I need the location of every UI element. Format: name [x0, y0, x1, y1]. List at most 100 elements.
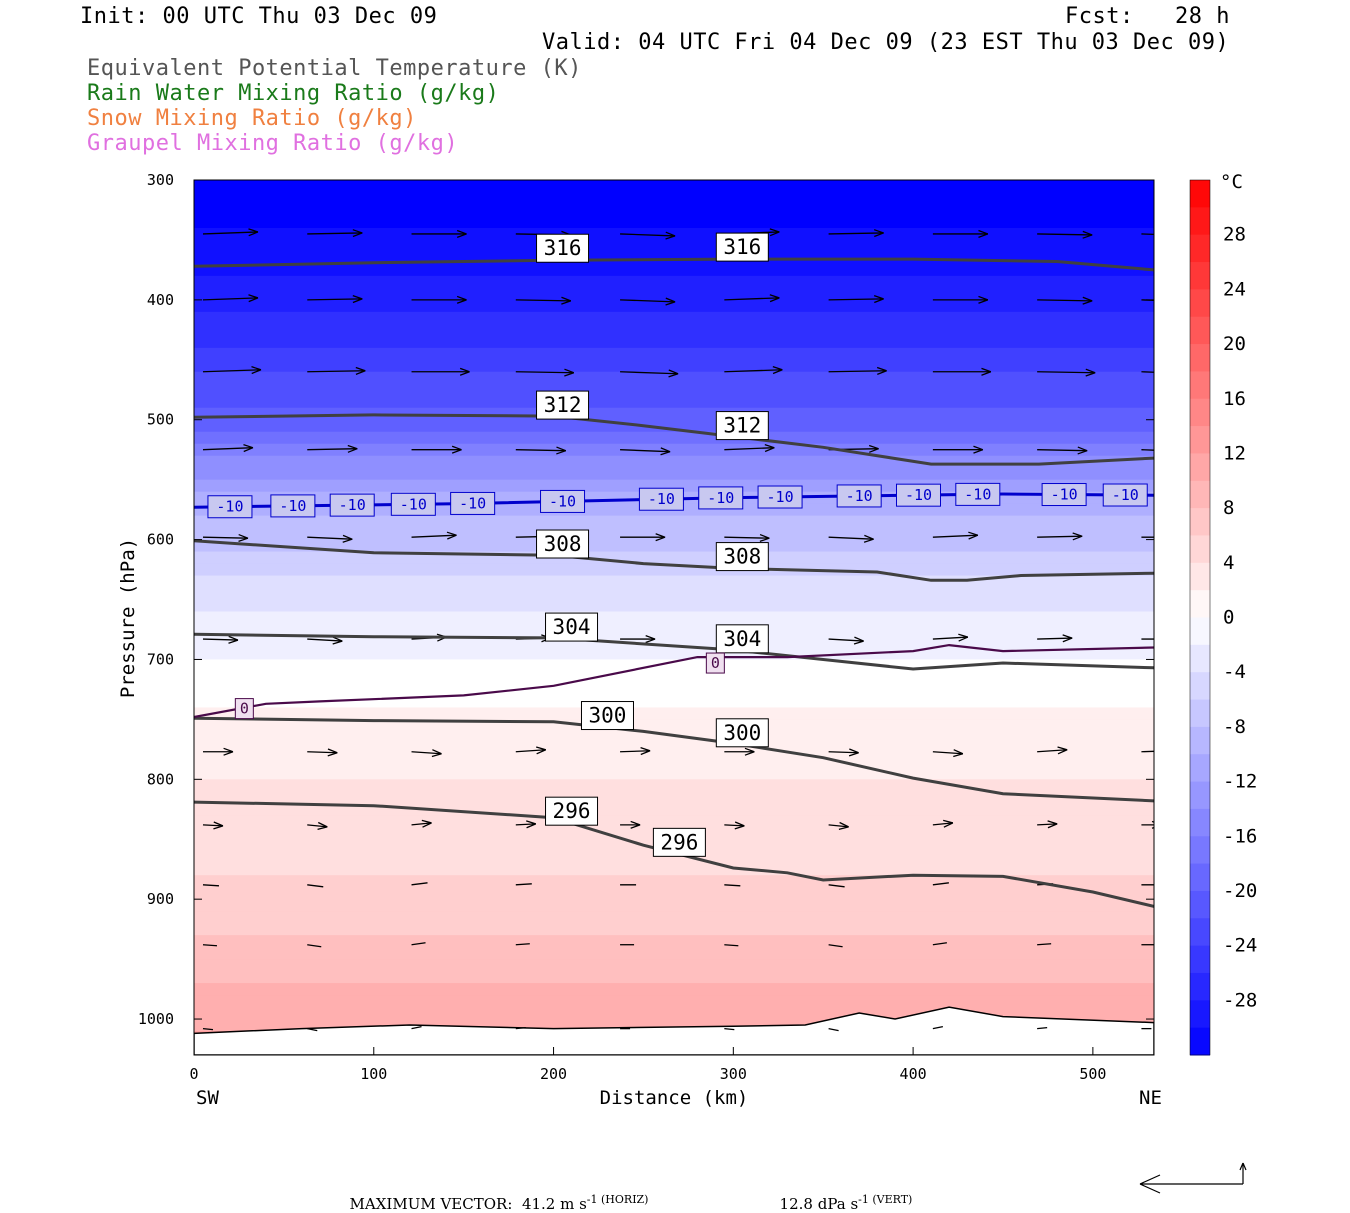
wind-arrow — [307, 366, 366, 375]
temp-band — [194, 419, 1154, 433]
temp-band — [194, 587, 1154, 601]
colorbar-bin — [1190, 672, 1210, 701]
x-tick-label: 200 — [540, 1065, 567, 1083]
y-tick-label: 800 — [147, 770, 174, 788]
wind-arrow — [411, 229, 467, 238]
plot-frame — [193, 179, 1155, 1056]
wind-arrow — [1037, 368, 1096, 377]
temp-band — [194, 695, 1154, 708]
wind-arrow — [932, 367, 992, 376]
theta-e-label: 316 — [715, 232, 769, 262]
wind-arrow — [307, 444, 358, 453]
colorbar-label: -28 — [1223, 989, 1257, 1011]
temp-minus10-label: -10 — [698, 486, 744, 510]
y-tick-label: 300 — [147, 171, 174, 189]
temp-zero-label: 0 — [234, 698, 254, 720]
temp-band — [194, 443, 1154, 457]
contour-labels: 316 316 312 312 308 308 304 304 300 300 296 296 -10 -… — [207, 232, 1148, 857]
temp-minus10-label: -10 — [1041, 483, 1087, 507]
colorbar-label: 8 — [1223, 497, 1234, 519]
temp-band — [194, 863, 1154, 876]
temp-band — [194, 791, 1154, 804]
colorbar-bin — [1190, 398, 1210, 427]
y-axis-title: Pressure (hPa) — [117, 538, 139, 698]
colorbar-bin — [1190, 781, 1210, 810]
colorbar-bin — [1190, 371, 1210, 400]
theta-e-label: 312 — [536, 390, 590, 420]
theta-e-label: 304 — [715, 624, 769, 654]
temp-band — [194, 527, 1154, 541]
wind-arrow — [515, 368, 575, 377]
svg-text:-10: -10 — [279, 497, 306, 515]
colorbar-bin — [1190, 180, 1210, 208]
colorbar-bin — [1190, 1027, 1210, 1056]
colorbar-bin — [1190, 699, 1210, 728]
colorbar-bin — [1190, 480, 1210, 509]
wind-arrow — [411, 882, 428, 886]
svg-text:308: 308 — [544, 532, 582, 556]
temp-minus10-label: -10 — [540, 489, 586, 513]
temp-band — [194, 323, 1154, 337]
wind-arrow — [202, 228, 259, 237]
valid-time: Valid: 04 UTC Fri 04 Dec 09 (23 EST Thu … — [542, 30, 1230, 55]
colorbar-label: -12 — [1223, 771, 1257, 793]
colorbar-bin — [1190, 972, 1210, 1001]
colorbar-label: -20 — [1223, 880, 1257, 902]
temp-band — [194, 335, 1154, 349]
colorbar-bin — [1190, 234, 1210, 263]
temp-band — [194, 731, 1154, 744]
colorbar-label: 16 — [1223, 388, 1246, 410]
wind-arrow — [828, 821, 849, 830]
colorbar-bin — [1190, 644, 1210, 673]
theta-e-label: 308 — [715, 542, 769, 572]
wind-arrow — [1141, 750, 1154, 753]
wind-arrow — [724, 944, 739, 947]
temp-minus10-label: -10 — [390, 492, 436, 516]
colorbar-bin — [1190, 754, 1210, 783]
svg-text:-10: -10 — [767, 488, 794, 506]
theta-e-label: 296 — [652, 827, 706, 857]
temp-band — [194, 923, 1154, 936]
field-title-theta-e: Equivalent Potential Temperature (K) — [87, 56, 582, 81]
temp-minus10-label: -10 — [638, 487, 684, 511]
temp-band — [194, 383, 1154, 397]
wind-arrow — [1037, 746, 1068, 755]
wind-arrow — [411, 367, 470, 376]
temp-band — [194, 395, 1154, 409]
theta-e-label: 312 — [715, 411, 769, 441]
temp-band — [194, 611, 1154, 624]
endpoint-right-label: NE — [1139, 1087, 1162, 1109]
wind-arrow — [1037, 943, 1052, 946]
temp-band — [194, 263, 1154, 277]
temp-band — [194, 623, 1154, 636]
wind-arrow — [515, 820, 537, 829]
colorbar-label: 28 — [1223, 224, 1246, 246]
svg-text:0: 0 — [711, 654, 720, 672]
wind-arrow — [828, 636, 864, 645]
wind-arrow — [828, 748, 859, 757]
horiz-value: 41.2 m s — [521, 1195, 587, 1213]
wind-arrow — [828, 229, 884, 238]
colorbar-bin — [1190, 453, 1210, 482]
y-tick-label: 400 — [147, 291, 174, 309]
wind-arrow — [307, 229, 363, 238]
svg-text:308: 308 — [723, 545, 761, 569]
wind-vectors — [202, 228, 1154, 1032]
wind-arrow — [202, 747, 234, 756]
wind-arrow — [1141, 449, 1154, 451]
colorbar-bin — [1190, 535, 1210, 564]
temp-band — [194, 599, 1154, 613]
temperature-shading — [194, 180, 1154, 1055]
reference-vector-icon — [1139, 1162, 1247, 1194]
wind-arrow — [202, 944, 218, 947]
colorbar: 28 24 20 16 12 8 4 0 -4 -8 -12 -16 -20 -24 -28 — [1189, 179, 1257, 1056]
colorbar-bin — [1190, 890, 1210, 919]
temp-band — [194, 467, 1154, 481]
wind-arrow — [411, 531, 457, 540]
wind-arrow — [202, 1027, 214, 1031]
temp-band — [194, 743, 1154, 756]
svg-text:296: 296 — [660, 830, 698, 854]
temp-band — [194, 851, 1154, 864]
temp-band — [194, 971, 1154, 984]
